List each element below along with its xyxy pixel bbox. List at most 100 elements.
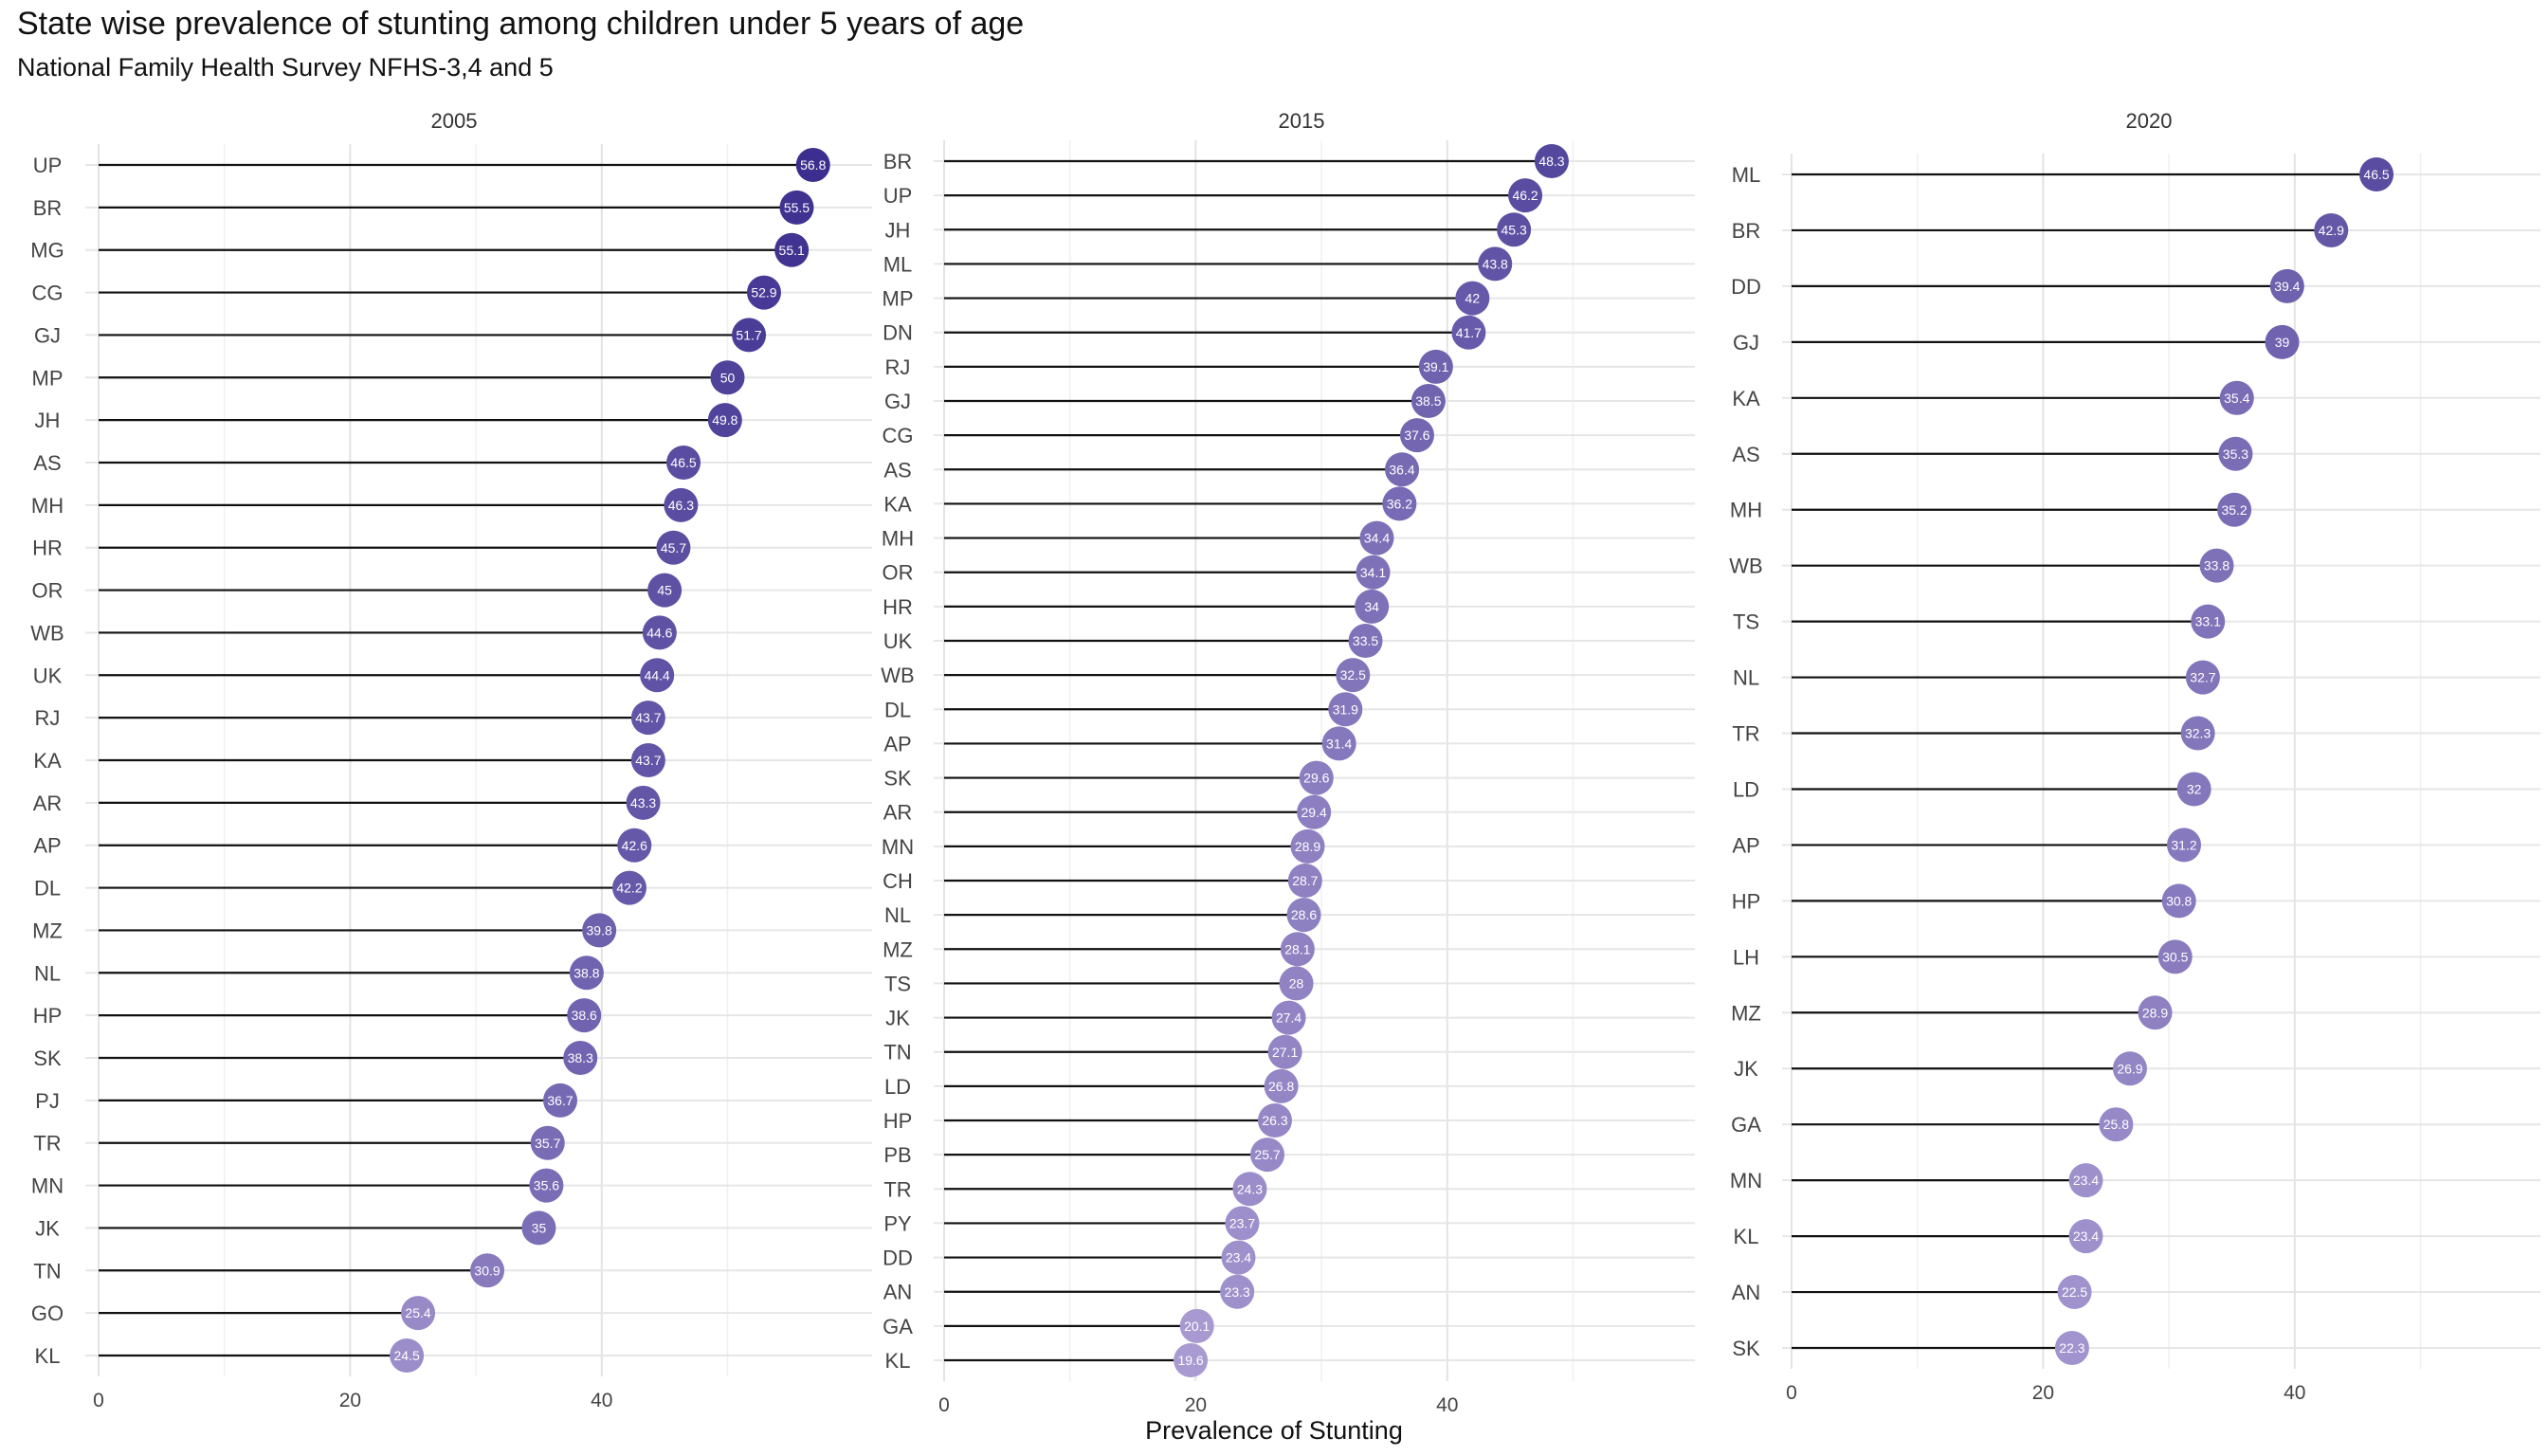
point-value-label: 24.5	[393, 1348, 419, 1363]
lollipop-point	[2054, 1331, 2089, 1365]
lollipop-point	[1299, 760, 1334, 795]
category-label: SK	[33, 1046, 62, 1070]
lollipop-point	[1328, 692, 1363, 727]
x-axis-label: Prevalence of Stunting	[1145, 1416, 1403, 1445]
point-value-label: 22.5	[2062, 1284, 2087, 1300]
lollipop-point	[647, 573, 682, 608]
x-tick-label: 20	[339, 1390, 361, 1411]
x-tick-label: 40	[1436, 1394, 1458, 1416]
category-label: HR	[32, 537, 63, 560]
lollipop-point	[732, 318, 767, 353]
lollipop-point	[2161, 883, 2196, 919]
point-value-label: 36.2	[1387, 496, 1412, 511]
point-value-label: 46.3	[668, 498, 694, 513]
lollipop-point	[656, 530, 691, 565]
point-value-label: 22.3	[2059, 1340, 2084, 1356]
category-label: TS	[1733, 610, 1759, 634]
point-value-label: 27.4	[1276, 1010, 1301, 1026]
lollipop-point	[1359, 520, 1394, 555]
point-value-label: 38.5	[1415, 393, 1441, 409]
category-label: JH	[885, 218, 911, 242]
point-value-label: 32.5	[1340, 667, 1366, 682]
point-value-label: 39	[2275, 335, 2290, 350]
point-value-label: 36.7	[547, 1093, 573, 1108]
point-value-label: 45	[657, 583, 672, 598]
lollipop-point	[1280, 932, 1315, 967]
lollipop-point	[2176, 772, 2211, 807]
category-label: JK	[35, 1216, 60, 1240]
lollipop-point	[1264, 1068, 1299, 1103]
point-value-label: 26.3	[1262, 1113, 1287, 1128]
point-value-label: 19.6	[1177, 1353, 1203, 1368]
category-label: RJ	[885, 355, 911, 379]
point-value-label: 41.7	[1456, 325, 1482, 340]
lollipop-point	[1220, 1274, 1255, 1309]
category-label: UK	[33, 664, 63, 687]
category-label: TN	[883, 1041, 911, 1065]
point-value-label: 23.3	[1225, 1284, 1250, 1300]
lollipop-point	[1455, 281, 1490, 316]
point-value-label: 34.1	[1360, 565, 1386, 580]
lollipop-point	[642, 615, 677, 650]
lollipop-point	[1382, 486, 1417, 521]
point-value-label: 35.6	[534, 1178, 559, 1193]
lollipop-point	[1290, 828, 1325, 864]
point-value-label: 43.7	[635, 710, 661, 725]
category-label: AN	[883, 1281, 913, 1304]
category-label: CG	[32, 282, 64, 305]
category-label: AP	[33, 834, 61, 858]
point-value-label: 28.1	[1284, 941, 1310, 956]
category-label: HP	[883, 1109, 913, 1133]
category-label: HR	[883, 595, 913, 619]
category-label: MZ	[1731, 1001, 1761, 1025]
x-tick-label: 0	[93, 1390, 104, 1411]
lollipop-point	[1179, 1308, 1214, 1343]
category-label: MH	[31, 494, 64, 518]
lollipop-point	[1451, 315, 1486, 350]
category-label: GO	[31, 1301, 64, 1325]
category-label: KL	[35, 1344, 61, 1368]
lollipop-point	[710, 360, 745, 395]
lollipop-point	[630, 701, 665, 736]
lollipop-point	[1287, 864, 1322, 898]
category-label: AS	[1732, 443, 1759, 466]
lollipop-point	[530, 1125, 565, 1160]
point-value-label: 50	[720, 370, 736, 385]
category-label: AP	[883, 732, 911, 755]
category-label: WB	[1729, 555, 1762, 578]
lollipop-point	[2138, 995, 2173, 1030]
lollipop-point	[521, 1210, 556, 1246]
point-value-label: 46.2	[1512, 188, 1538, 203]
category-label: CH	[883, 869, 913, 893]
point-value-label: 28.7	[1292, 873, 1318, 888]
point-value-label: 25.8	[2103, 1117, 2129, 1132]
category-label: MH	[882, 527, 914, 551]
lollipop-point	[1297, 794, 1332, 829]
category-label: DL	[884, 698, 911, 721]
lollipop-point	[611, 870, 646, 905]
lollipop-point	[1221, 1240, 1256, 1275]
point-value-label: 23.4	[2073, 1173, 2099, 1188]
lollipop-point	[2218, 436, 2253, 471]
lollipop-point	[1534, 144, 1569, 178]
lollipop-point	[2185, 660, 2220, 695]
category-label: PY	[883, 1211, 912, 1235]
lollipop-point	[1508, 178, 1543, 213]
category-label: MN	[882, 835, 914, 859]
lollipop-point	[640, 658, 675, 693]
category-label: WB	[30, 621, 64, 645]
point-value-label: 23.4	[1226, 1250, 1251, 1265]
category-label: SK	[883, 767, 912, 791]
point-value-label: 38.8	[573, 965, 599, 980]
category-label: TR	[33, 1132, 61, 1156]
point-value-label: 36.4	[1389, 462, 1414, 477]
category-label: JH	[35, 409, 61, 432]
category-label: TS	[884, 972, 911, 995]
point-value-label: 28	[1289, 975, 1304, 991]
lollipop-point	[1271, 1000, 1306, 1035]
lollipop-point	[1258, 1103, 1293, 1138]
lollipop-point	[1478, 246, 1513, 282]
lollipop-point	[1250, 1138, 1285, 1173]
point-value-label: 33.1	[2195, 614, 2221, 629]
lollipop-point	[774, 232, 810, 267]
